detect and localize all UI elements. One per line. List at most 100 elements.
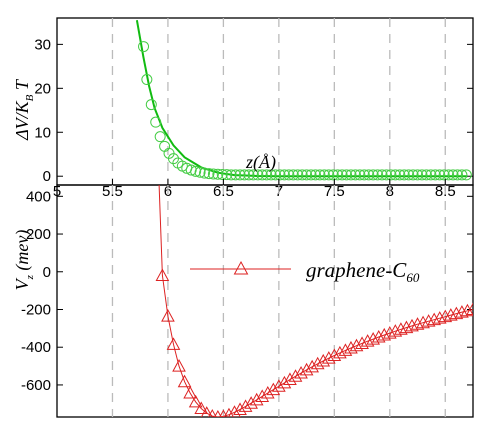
data-point-circle (287, 169, 299, 181)
data-point-circle (456, 169, 468, 181)
data-point-circle (447, 169, 459, 181)
data-point-circle (429, 169, 441, 181)
data-point-circle (412, 169, 424, 181)
data-point-circle (150, 116, 162, 128)
data-point-triangle (371, 329, 386, 343)
data-point-circle (296, 169, 308, 181)
y-tick-label: 10 (34, 124, 51, 141)
data-point-circle (394, 169, 406, 181)
legend-label: graphene-C60 (306, 258, 420, 285)
data-point-triangle (399, 320, 414, 334)
data-point-circle (283, 169, 295, 181)
data-point-triangle (449, 306, 464, 320)
top-series (135, 20, 472, 181)
data-point-triangle (255, 389, 270, 402)
data-point-circle (323, 169, 335, 181)
data-point-triangle (244, 396, 258, 409)
data-point-circle (336, 169, 348, 181)
bottom-y-axis-ticks: 400 200 0 -200 -400 -600 (21, 188, 473, 394)
data-point-circle (199, 167, 211, 179)
data-point-circle (243, 169, 255, 181)
data-point-triangle (283, 372, 297, 385)
data-point-circle (460, 169, 472, 181)
data-point-triangle (344, 340, 358, 354)
svg-text:ΔV/KB T: ΔV/KB T (12, 78, 36, 141)
data-point-triangle (349, 338, 364, 352)
data-point-circle (407, 169, 419, 181)
data-point-triangle (360, 334, 375, 347)
data-point-triangle (443, 308, 458, 321)
data-point-circle (438, 169, 450, 181)
data-point-circle (420, 169, 432, 181)
data-point-triangle (366, 332, 381, 345)
data-point-triangle (333, 345, 347, 359)
data-point-triangle (249, 392, 264, 406)
data-point-triangle (172, 359, 186, 372)
data-point-triangle (460, 303, 473, 317)
data-point-circle (403, 169, 415, 181)
shared-x-axis: 55.566.577.588.5 (53, 179, 456, 200)
data-point-circle (349, 169, 361, 181)
data-point-triangle (188, 394, 203, 408)
data-point-triangle (327, 348, 342, 362)
data-point-triangle (455, 305, 469, 318)
bottom-series (155, 185, 473, 417)
data-point-triangle (223, 407, 235, 417)
data-point-triangle (377, 327, 392, 341)
data-point-circle (216, 168, 228, 180)
data-point-triangle (416, 315, 430, 329)
y-tick-label: 400 (26, 188, 51, 205)
data-point-circle (358, 169, 370, 181)
data-point-triangle (421, 314, 436, 327)
y-tick-label: 20 (34, 80, 51, 97)
data-point-circle (238, 169, 250, 181)
y-tick-label: 30 (34, 36, 51, 53)
top-y-axis-label: ΔV/KB T (12, 78, 36, 141)
data-point-circle (332, 169, 344, 181)
data-point-circle (234, 169, 246, 181)
y-tick-label: 200 (26, 226, 51, 243)
data-point-circle (145, 99, 157, 111)
legend: graphene-C60 (190, 258, 420, 285)
data-point-circle (385, 169, 397, 181)
data-point-circle (256, 169, 268, 181)
data-point-circle (305, 169, 317, 181)
data-point-triangle (294, 366, 308, 379)
bottom-plot-frame (56, 184, 474, 418)
data-point-triangle (288, 369, 303, 382)
data-point-triangle (233, 402, 247, 415)
top-grid (111, 18, 446, 185)
data-point-circle (301, 169, 313, 181)
series-line-fit (135, 20, 468, 178)
data-point-triangle (310, 356, 325, 370)
data-point-circle (314, 169, 326, 181)
data-point-triangle (238, 399, 253, 412)
data-point-triangle (305, 359, 319, 373)
series-line-graphene-c60 (158, 185, 473, 417)
data-point-triangle (166, 337, 181, 350)
data-point-triangle (405, 318, 419, 332)
data-point-circle (265, 169, 277, 181)
data-point-triangle (161, 309, 175, 322)
top-x-axis-label: z(Å) (245, 152, 276, 173)
data-point-triangle (466, 302, 473, 315)
data-point-circle (207, 168, 219, 180)
data-point-triangle (200, 406, 213, 417)
data-point-circle (141, 74, 153, 86)
top-y-axis-ticks: 0 10 20 30 (34, 36, 473, 185)
data-point-circle (190, 165, 202, 177)
data-point-triangle (432, 311, 447, 324)
data-point-circle (225, 169, 237, 181)
data-point-triangle (272, 379, 286, 392)
top-panel: 0 10 20 30 z(Å) ΔV/KB T (12, 17, 474, 186)
y-tick-label: -400 (21, 339, 51, 356)
data-point-triangle (355, 336, 369, 349)
data-point-triangle (194, 401, 209, 415)
data-point-triangle (228, 405, 241, 417)
data-point-circle (278, 169, 290, 181)
data-point-triangle (155, 268, 170, 282)
data-point-circle (341, 169, 353, 181)
y-tick-label: -200 (21, 301, 51, 318)
data-point-circle (416, 169, 428, 181)
